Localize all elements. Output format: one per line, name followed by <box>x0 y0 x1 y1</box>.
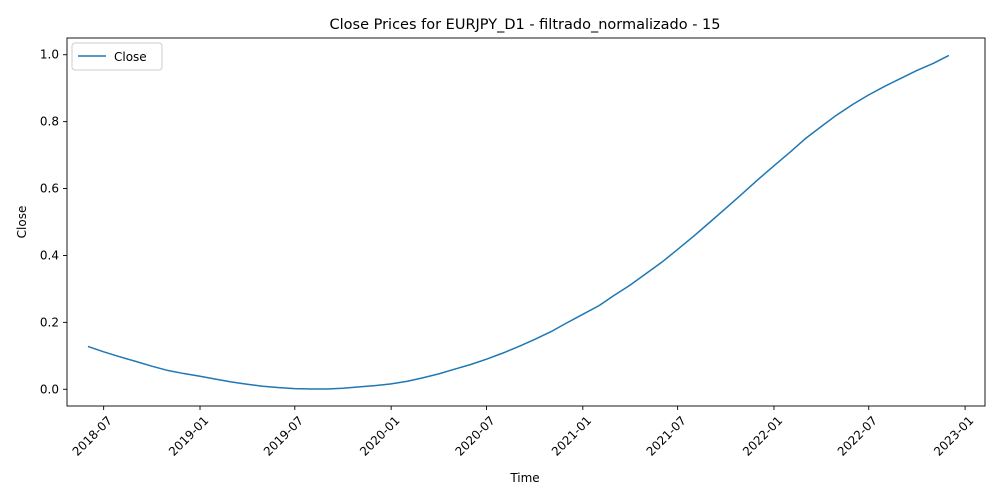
y-axis: 0.0 0.2 0.4 0.6 0.8 1.0 <box>40 48 67 396</box>
y-tick-label: 0.0 <box>40 382 59 396</box>
x-axis-title: Time <box>509 471 539 485</box>
y-tick-label: 0.4 <box>40 248 59 262</box>
y-axis-title: Close <box>15 206 29 239</box>
chart-title: Close Prices for EURJPY_D1 - filtrado_no… <box>329 17 720 33</box>
plot-area <box>87 54 950 390</box>
legend-box <box>71 42 163 71</box>
y-tick-label: 0.6 <box>40 182 59 196</box>
y-tick-label: 1.0 <box>40 48 59 62</box>
legend: Close <box>71 42 163 71</box>
y-tick-label: 0.8 <box>40 115 59 129</box>
legend-series-label: Close <box>114 50 147 64</box>
plot-frame <box>66 37 986 407</box>
series-line-close <box>87 54 950 390</box>
y-tick-label: 0.2 <box>40 315 59 329</box>
